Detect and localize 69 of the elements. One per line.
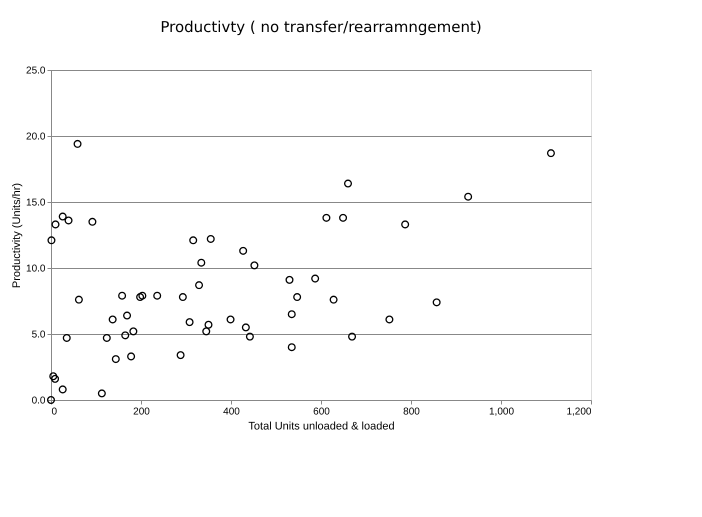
point [285,276,294,284]
point [102,334,111,342]
point [546,149,555,158]
x-tick-label: 800 [403,406,420,418]
point [246,332,254,341]
point [206,234,215,243]
point [432,298,441,306]
point [129,327,138,336]
point [242,323,250,332]
point [127,352,136,360]
point [74,296,83,304]
point [202,327,210,336]
point [401,220,410,228]
point [46,396,56,404]
point [64,216,73,224]
point [197,258,206,267]
y-axis-title: Productivity (Units/hr) [11,182,24,288]
point [51,374,60,383]
point [58,385,67,394]
point [98,389,106,398]
point [311,274,320,283]
y-tick-label: 25.0 [26,66,46,76]
x-tick-label: 400 [223,406,240,418]
point [74,140,82,148]
point [330,296,338,304]
point [136,293,144,302]
point [88,218,96,226]
point [195,281,204,290]
point [62,334,71,342]
chart-title: Productivty ( no transfer/rearramngement) [160,18,482,36]
point [112,355,120,364]
point [138,292,146,300]
y-tick-label: 20.0 [26,132,46,142]
point [49,372,58,380]
x-tick-label: 0 [52,406,58,418]
point [385,315,394,324]
y-tick-label: 15.0 [26,198,46,208]
point [226,315,235,324]
point [176,351,185,360]
point [47,236,56,244]
y-tick-label: 10.0 [26,264,46,274]
point [348,332,356,341]
x-tick-label: 600 [313,406,330,418]
point [51,220,60,228]
y-tick-label: 5.0 [32,330,46,340]
point [189,236,198,244]
point [123,312,132,320]
point [153,292,162,300]
x-tick-label: 200 [133,406,150,418]
point [121,331,130,340]
point [322,214,330,222]
x-axis-title: Total Units unloaded & loaded [248,420,395,432]
point [178,293,187,302]
point [204,320,213,329]
y-tick-label: 0.0 [32,396,46,406]
point [250,261,258,270]
point [464,192,472,201]
point [58,212,67,221]
point [339,214,348,222]
x-tick-label: 1,200 [566,406,592,418]
point [344,180,352,188]
point [239,246,248,255]
point [288,310,296,318]
point [108,315,117,324]
point [186,318,194,326]
point [293,293,302,302]
point [118,292,126,300]
x-tick-label: 1,000 [488,406,514,418]
point [288,343,296,352]
